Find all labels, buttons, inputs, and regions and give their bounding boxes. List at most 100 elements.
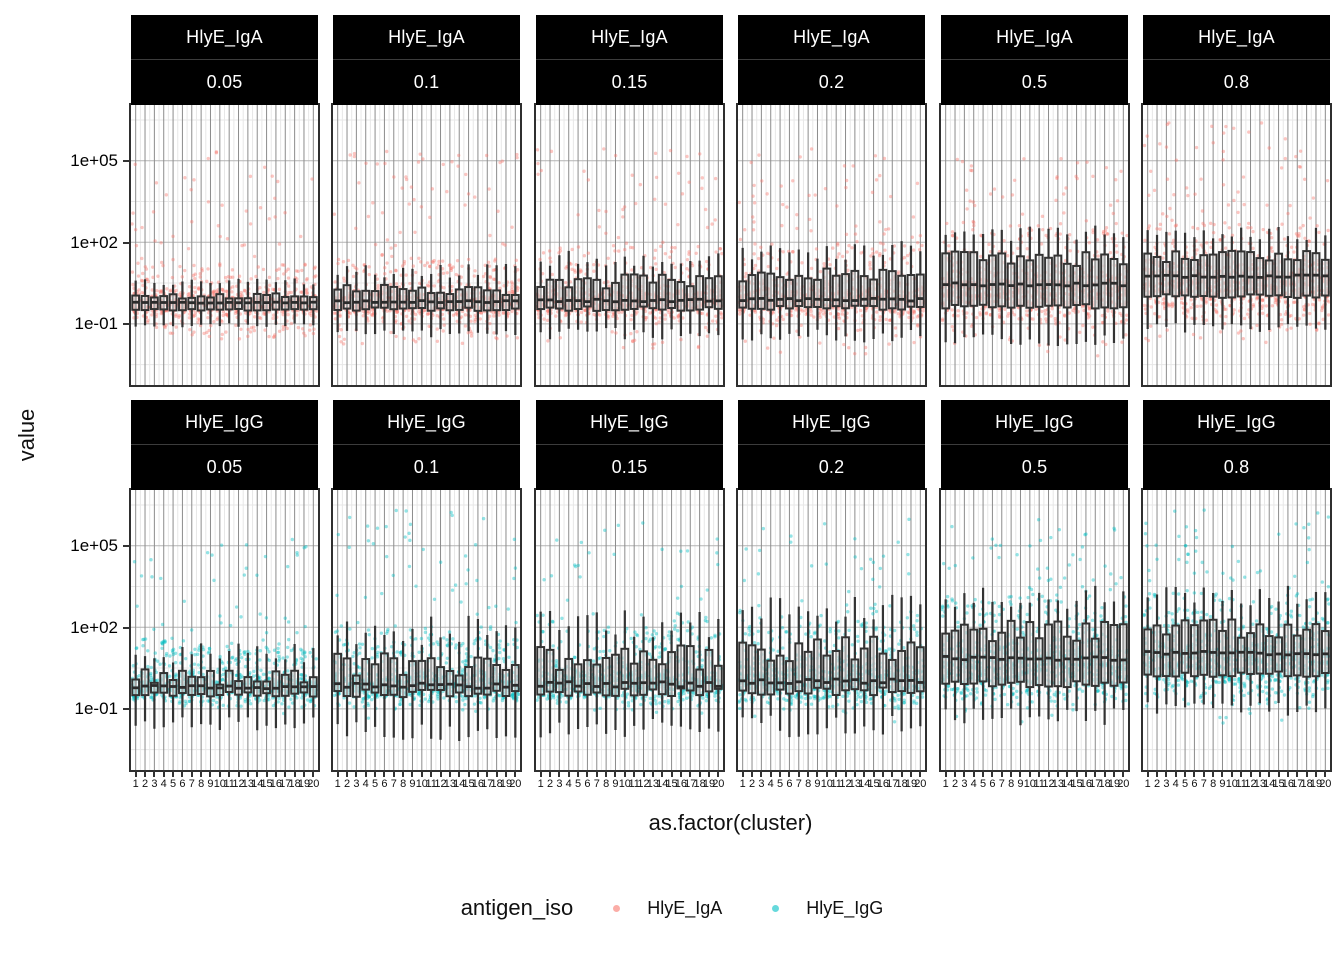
facet-strip-threshold: 0.2 xyxy=(818,457,845,477)
legend-label: HlyE_IgA xyxy=(647,897,723,918)
x-tick-label: 7 xyxy=(593,778,600,790)
x-tick-mark xyxy=(1000,770,1003,777)
x-tick-mark xyxy=(209,770,212,777)
x-tick-mark xyxy=(760,770,763,777)
facet-strip-antigen: HlyE_IgA xyxy=(1143,15,1330,60)
x-tick-mark xyxy=(162,770,165,777)
x-tick-label: 5 xyxy=(777,778,784,790)
x-tick-label: 2 xyxy=(141,778,149,790)
x-tick-label: 12 xyxy=(1042,778,1055,790)
facet-strip-antigen: HlyE_IgA xyxy=(536,15,723,60)
x-tick-mark xyxy=(919,770,922,777)
x-tick-label: 17 xyxy=(684,778,697,790)
x-tick-label: 11 xyxy=(830,778,842,790)
x-tick-mark xyxy=(190,770,193,777)
facet-strip-threshold: 0.1 xyxy=(413,72,440,92)
x-tick-label: 15 xyxy=(260,778,273,790)
x-axis-col-5: 1 2 3 4 5 6 7 8 9 10 11 12 13 14 15 16 17 18 19 20 xyxy=(941,770,1129,800)
facet-strip-threshold: 0.2 xyxy=(818,72,845,92)
facet-strip-threshold: 0.5 xyxy=(1021,72,1048,92)
x-tick-mark xyxy=(863,770,866,777)
x-tick-label: 8 xyxy=(198,778,205,790)
x-tick-label: 5 xyxy=(1182,778,1189,790)
x-tick-label: 6 xyxy=(381,778,388,790)
legend-title: antigen_iso xyxy=(460,895,574,920)
x-tick-mark xyxy=(336,770,339,777)
x-tick-label: 1 xyxy=(1144,778,1151,790)
facet-strip: HlyE_IgG 0.5 xyxy=(941,400,1128,490)
x-tick-mark xyxy=(1230,770,1233,777)
x-axis-title: as.factor(cluster) xyxy=(648,810,813,835)
y-tick-mark xyxy=(123,708,130,710)
x-tick-label: 3 xyxy=(556,778,563,790)
x-tick-label: 14 xyxy=(453,778,466,790)
x-tick-label: 20 xyxy=(712,778,725,790)
x-tick-label: 6 xyxy=(786,778,793,790)
x-tick-mark xyxy=(476,770,479,777)
facet-strip-antigen: HlyE_IgA xyxy=(333,15,520,60)
x-tick-mark xyxy=(364,770,367,777)
facet-strip-antigen: HlyE_IgA xyxy=(941,15,1128,60)
x-tick-mark xyxy=(741,770,744,777)
x-tick-mark xyxy=(514,770,517,777)
x-tick-mark xyxy=(567,770,570,777)
x-tick-mark xyxy=(807,770,810,777)
x-axis-col-6: 1 2 3 4 5 6 7 8 9 10 11 12 13 14 15 16 17 18 19 20 xyxy=(1143,770,1331,800)
x-tick-mark xyxy=(853,770,856,777)
x-tick-mark xyxy=(825,770,828,777)
x-tick-mark xyxy=(623,770,626,777)
facet-strip-threshold: 0.8 xyxy=(1223,457,1250,477)
x-tick-mark xyxy=(144,770,147,777)
facet-strip-antigen: HlyE_IgG xyxy=(941,400,1128,445)
x-tick-mark xyxy=(769,770,772,777)
x-tick-mark xyxy=(134,770,137,777)
facet-strip: HlyE_IgA 0.15 xyxy=(536,15,723,105)
facet-strip-antigen: HlyE_IgA xyxy=(131,15,318,60)
x-tick-label: 10 xyxy=(415,778,428,790)
x-tick-mark xyxy=(633,770,636,777)
x-tick-mark xyxy=(1066,770,1069,777)
facet-strip-antigen: HlyE_IgG xyxy=(333,400,520,445)
facet-strip-antigen: HlyE_IgG xyxy=(131,400,318,445)
x-tick-label: 6 xyxy=(1191,778,1198,790)
x-tick-mark xyxy=(1258,770,1261,777)
y-tick-mark xyxy=(123,160,130,162)
facet-strip: HlyE_IgA 0.05 xyxy=(131,15,318,105)
x-tick-mark xyxy=(218,770,221,777)
x-tick-mark xyxy=(1084,770,1087,777)
facet-panel xyxy=(939,103,1130,387)
x-tick-mark xyxy=(383,770,386,777)
x-tick-mark xyxy=(670,770,673,777)
facet-panel xyxy=(1141,488,1332,772)
x-tick-label: 9 xyxy=(1017,778,1024,790)
x-tick-mark xyxy=(1056,770,1059,777)
x-tick-label: 19 xyxy=(297,778,311,790)
x-tick-mark xyxy=(1202,770,1205,777)
x-tick-label: 16 xyxy=(1079,778,1093,790)
x-tick-mark xyxy=(1094,770,1097,777)
x-tick-label: 13 xyxy=(646,778,659,790)
x-tick-mark xyxy=(1184,770,1187,777)
facet-strip-antigen: HlyE_IgG xyxy=(738,400,925,445)
x-tick-mark xyxy=(237,770,240,777)
x-tick-mark xyxy=(1112,770,1115,777)
x-tick-label: 5 xyxy=(575,778,582,790)
facet-panel xyxy=(534,488,725,772)
x-tick-label: 10 xyxy=(1023,778,1036,790)
x-tick-label: 1 xyxy=(537,778,544,790)
x-tick-mark xyxy=(1019,770,1022,777)
x-tick-mark xyxy=(751,770,754,777)
facet-strip: HlyE_IgG 0.8 xyxy=(1143,400,1330,490)
x-tick-label: 1 xyxy=(132,778,139,790)
x-tick-label: 18 xyxy=(693,778,706,790)
x-tick-label: 10 xyxy=(820,778,833,790)
x-tick-label: 6 xyxy=(179,778,186,790)
x-tick-label: 11 xyxy=(1235,778,1247,790)
x-tick-mark xyxy=(458,770,461,777)
x-tick-label: 1 xyxy=(739,778,746,790)
x-tick-mark xyxy=(972,770,975,777)
x-tick-label: 13 xyxy=(443,778,456,790)
x-tick-label: 20 xyxy=(509,778,522,790)
x-tick-mark xyxy=(1249,770,1252,777)
